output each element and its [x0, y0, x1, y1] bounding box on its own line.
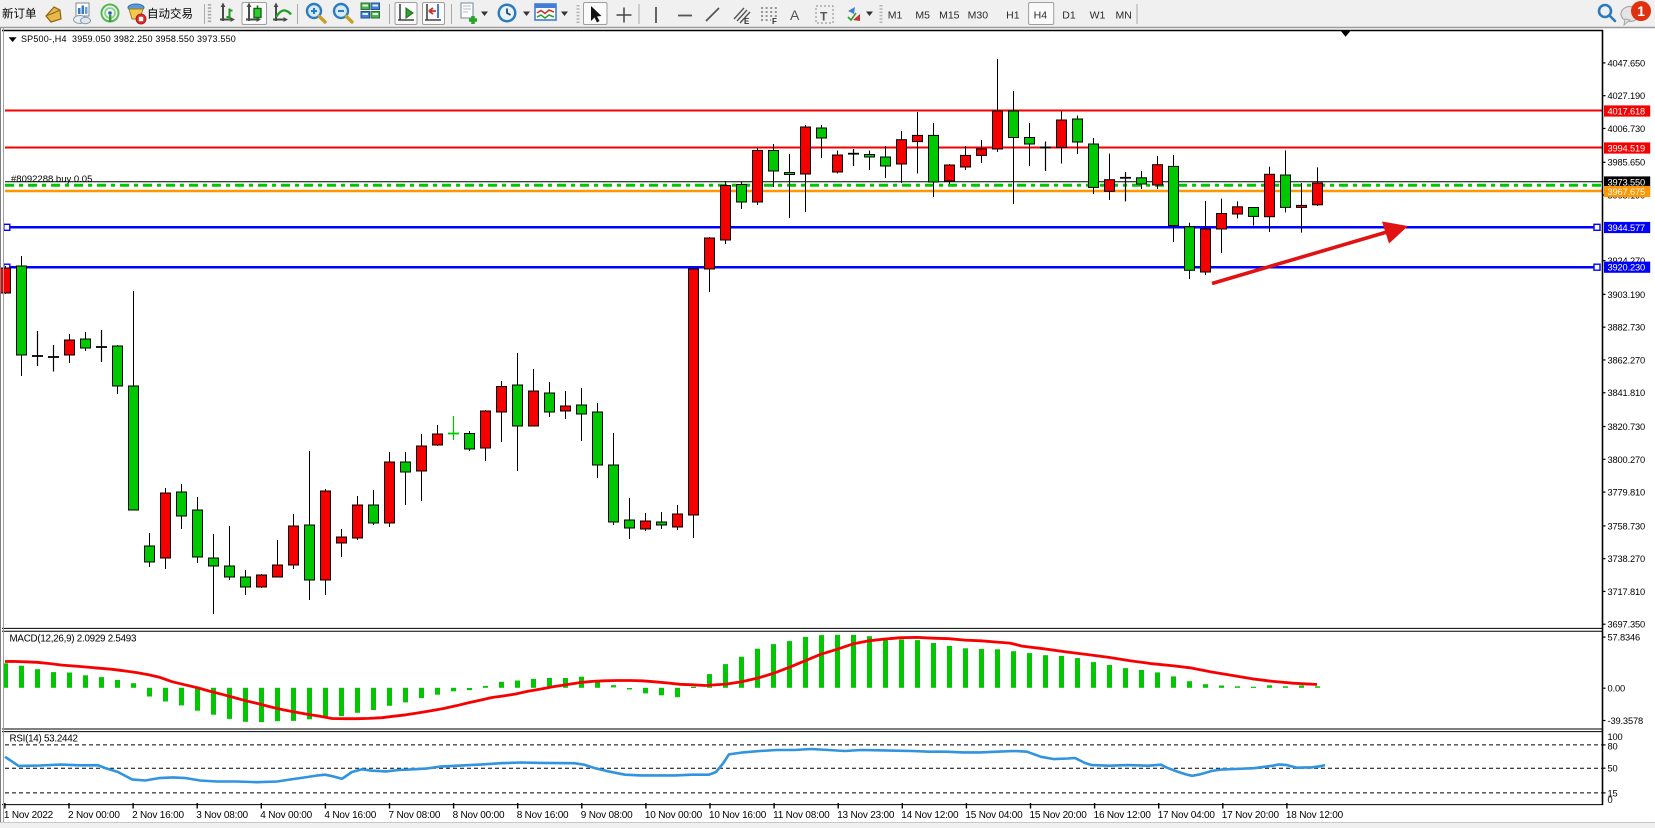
svg-text:57.8346: 57.8346	[1608, 633, 1641, 643]
svg-text:MN: MN	[1116, 10, 1132, 22]
svg-text:4 Nov 16:00: 4 Nov 16:00	[324, 810, 376, 821]
svg-text:15 Nov 04:00: 15 Nov 04:00	[965, 810, 1023, 821]
svg-text:4017.618: 4017.618	[1608, 107, 1646, 117]
svg-text:4047.650: 4047.650	[1608, 58, 1646, 68]
svg-text:3967.675: 3967.675	[1608, 187, 1646, 197]
svg-text:100: 100	[1608, 732, 1623, 742]
svg-text:M30: M30	[968, 10, 989, 22]
svg-text:2 Nov 00:00: 2 Nov 00:00	[68, 810, 120, 821]
svg-text:3903.190: 3903.190	[1608, 290, 1646, 300]
svg-text:3944.577: 3944.577	[1608, 223, 1646, 233]
svg-text:SP500-,H4 3959.050 3982.250 3: SP500-,H4 3959.050 3982.250 3958.550 397…	[21, 34, 236, 44]
svg-text:4027.190: 4027.190	[1608, 91, 1646, 101]
svg-text:W1: W1	[1090, 10, 1106, 22]
svg-text:MACD(12,26,9) 2.0929 2.5493: MACD(12,26,9) 2.0929 2.5493	[10, 634, 137, 645]
svg-text:M15: M15	[939, 10, 960, 22]
svg-text:10 Nov 16:00: 10 Nov 16:00	[709, 810, 767, 821]
svg-text:14 Nov 12:00: 14 Nov 12:00	[901, 810, 959, 821]
svg-text:RSI(14) 53.2442: RSI(14) 53.2442	[10, 734, 78, 745]
svg-text:8 Nov 16:00: 8 Nov 16:00	[517, 810, 569, 821]
svg-text:E: E	[744, 17, 750, 26]
svg-text:15 Nov 20:00: 15 Nov 20:00	[1030, 810, 1088, 821]
svg-text:M5: M5	[915, 10, 930, 22]
svg-text:3985.650: 3985.650	[1608, 158, 1646, 168]
svg-text:13 Nov 23:00: 13 Nov 23:00	[837, 810, 895, 821]
svg-text:3 Nov 08:00: 3 Nov 08:00	[196, 810, 248, 821]
svg-text:17 Nov 20:00: 17 Nov 20:00	[1222, 810, 1280, 821]
svg-text:3738.270: 3738.270	[1608, 554, 1646, 564]
svg-text:0.00: 0.00	[1608, 684, 1626, 694]
svg-text:8 Nov 00:00: 8 Nov 00:00	[453, 810, 505, 821]
svg-text:T: T	[820, 10, 828, 24]
svg-text:-39.3578: -39.3578	[1608, 716, 1644, 726]
svg-text:15: 15	[1608, 788, 1618, 798]
svg-text:D1: D1	[1062, 10, 1076, 22]
svg-text:11 Nov 08:00: 11 Nov 08:00	[773, 810, 830, 821]
svg-text:50: 50	[1608, 764, 1618, 774]
svg-text:3800.270: 3800.270	[1608, 455, 1646, 465]
svg-text:H4: H4	[1034, 10, 1048, 22]
svg-text:3994.519: 3994.519	[1608, 144, 1646, 154]
svg-text:4006.730: 4006.730	[1608, 124, 1646, 134]
svg-text:16 Nov 12:00: 16 Nov 12:00	[1094, 810, 1152, 821]
svg-text:9 Nov 08:00: 9 Nov 08:00	[581, 810, 633, 821]
svg-text:3924.270: 3924.270	[1608, 256, 1646, 266]
svg-text:A: A	[790, 7, 800, 23]
svg-text:3779.810: 3779.810	[1608, 488, 1646, 498]
svg-text:3862.270: 3862.270	[1608, 355, 1646, 365]
svg-text:3973.550: 3973.550	[1608, 178, 1646, 188]
svg-text:新订单: 新订单	[2, 7, 37, 21]
svg-text:0: 0	[1608, 795, 1613, 805]
svg-text:3920.230: 3920.230	[1608, 263, 1646, 273]
svg-text:H1: H1	[1006, 10, 1020, 22]
svg-text:17 Nov 04:00: 17 Nov 04:00	[1158, 810, 1216, 821]
svg-text:2 Nov 16:00: 2 Nov 16:00	[132, 810, 184, 821]
svg-text:3697.350: 3697.350	[1608, 620, 1646, 630]
svg-text:M1: M1	[888, 10, 903, 22]
svg-text:F: F	[772, 17, 777, 26]
svg-text:80: 80	[1608, 742, 1618, 752]
svg-text:3758.730: 3758.730	[1608, 521, 1646, 531]
svg-text:3717.810: 3717.810	[1608, 587, 1646, 597]
svg-text:7 Nov 08:00: 7 Nov 08:00	[389, 810, 441, 821]
svg-text:3882.730: 3882.730	[1608, 323, 1646, 333]
svg-text:10 Nov 00:00: 10 Nov 00:00	[645, 810, 703, 821]
svg-text:#8092288 buy 0.05: #8092288 buy 0.05	[11, 174, 92, 185]
svg-text:3841.810: 3841.810	[1608, 388, 1646, 398]
svg-text:1: 1	[1637, 3, 1645, 19]
svg-text:4 Nov 00:00: 4 Nov 00:00	[260, 810, 312, 821]
svg-text:3820.730: 3820.730	[1608, 422, 1646, 432]
svg-text:18 Nov 12:00: 18 Nov 12:00	[1286, 810, 1344, 821]
svg-text:自动交易: 自动交易	[147, 7, 193, 21]
svg-text:1 Nov 2022: 1 Nov 2022	[4, 810, 54, 821]
